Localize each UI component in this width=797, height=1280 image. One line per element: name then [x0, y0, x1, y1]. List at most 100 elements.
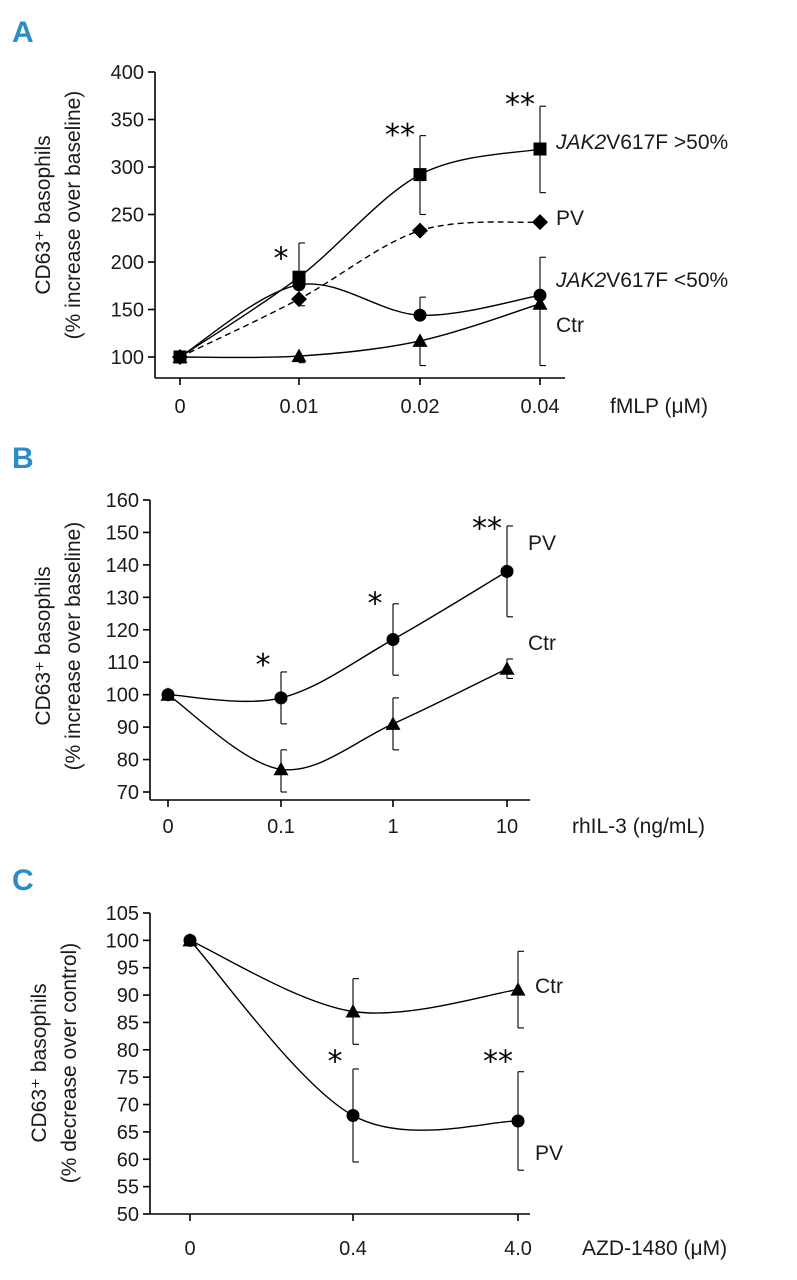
significance-marker: *: [368, 586, 383, 621]
series-line: [179, 148, 541, 358]
x-tick-label: 0: [184, 1238, 195, 1260]
y-tick-label: 70: [117, 1095, 139, 1117]
x-tick-label: 0.4: [339, 1238, 367, 1260]
x-tick-label: 0: [174, 396, 185, 418]
series-label: JAK2V617F <50%: [555, 269, 728, 292]
x-tick-label: 0: [162, 816, 173, 838]
data-point-circle: [511, 1114, 525, 1128]
y-tick-label: 80: [117, 1040, 139, 1062]
y-tick-label: 75: [117, 1067, 139, 1089]
x-axis-label: AZD-1480 (μM): [582, 1237, 727, 1260]
panel-letter: A: [12, 16, 34, 49]
y-tick-label: 50: [117, 1204, 139, 1226]
y-tick-label: 350: [111, 110, 144, 132]
y-tick-label: 90: [117, 717, 139, 739]
series-label: Ctr: [528, 632, 556, 655]
series-ctr: Ctr: [182, 932, 563, 1045]
x-tick-label: 4.0: [504, 1238, 532, 1260]
data-point-circle: [346, 1109, 360, 1122]
y-axis-label-line1: CD63⁺ basophils: [28, 983, 51, 1142]
series-label: JAK2V617F >50%: [555, 131, 728, 154]
x-tick-label: 0.1: [267, 816, 295, 838]
panel-letter: C: [12, 864, 34, 897]
series-jak2v617f-50-: JAK2V617F >50%: [173, 105, 728, 364]
y-tick-label: 100: [111, 347, 144, 369]
series-label: PV: [556, 207, 584, 230]
y-tick-label: 80: [117, 750, 139, 772]
x-tick-label: 10: [496, 816, 518, 838]
series-line: [179, 303, 541, 359]
significance-marker: *: [256, 648, 271, 683]
series-jak2v617f-50-: JAK2V617F <50%: [173, 256, 728, 364]
series-label: Ctr: [535, 975, 563, 998]
significance-marker: *: [274, 242, 289, 277]
y-tick-label: 160: [106, 490, 139, 512]
significance-marker: **: [505, 88, 535, 123]
y-tick-label: 90: [117, 985, 139, 1007]
y-tick-label: 250: [111, 205, 144, 227]
y-tick-label: 150: [111, 300, 144, 322]
y-tick-label: 85: [117, 1012, 139, 1034]
series-pv: PV: [161, 525, 556, 725]
data-point-triangle: [510, 982, 526, 996]
significance-marker: *: [328, 1044, 343, 1079]
y-tick-label: 300: [111, 157, 144, 179]
y-tick-label: 100: [106, 685, 139, 707]
chart-panel-c: C 50 55 60 65 70 75 80 85 90 95 100 105 0 0.4 4.0 AZD-14…: [12, 864, 727, 1260]
y-tick-label: 130: [106, 587, 139, 609]
y-axis-label-line2: (% increase over baseline): [62, 91, 85, 340]
data-point-diamond: [532, 214, 548, 231]
series-label: PV: [535, 1142, 563, 1165]
y-axis-label-line1: CD63⁺ basophils: [32, 135, 55, 294]
x-tick-label: 0.04: [521, 396, 560, 418]
data-point-triangle: [273, 761, 289, 776]
y-tick-label: 200: [111, 252, 144, 274]
y-tick-label: 120: [106, 620, 139, 642]
data-point-circle: [413, 308, 427, 322]
significance-marker: **: [472, 512, 502, 547]
data-point-circle: [274, 691, 288, 705]
data-point-circle: [533, 288, 547, 302]
y-tick-label: 110: [107, 652, 139, 674]
y-tick-label: 105: [106, 903, 139, 925]
series-line: [189, 939, 519, 1131]
data-point-triangle: [532, 296, 548, 310]
data-point-square: [533, 142, 547, 156]
data-point-square: [413, 168, 427, 182]
x-tick-label: 0.01: [280, 396, 319, 418]
series-ctr: Ctr: [160, 632, 556, 793]
panel-letter: B: [12, 442, 34, 475]
series-pv: PV: [183, 933, 563, 1171]
series-ctr: Ctr: [172, 296, 584, 367]
y-tick-label: 55: [117, 1177, 139, 1199]
chart-panel-a: A 100 150 200 250 300 350 400 0 0.01 0.02 0.04 fMLP …: [12, 16, 728, 418]
series-label: Ctr: [556, 314, 584, 337]
y-tick-label: 100: [106, 930, 139, 952]
series-line: [179, 221, 541, 358]
data-point-circle: [386, 633, 400, 646]
series-line: [167, 668, 508, 771]
y-axis-label-line2: (% decrease over control): [58, 943, 81, 1183]
data-point-diamond: [412, 222, 428, 239]
y-axis-label-line1: CD63⁺ basophils: [32, 566, 55, 725]
y-tick-label: 60: [117, 1149, 139, 1171]
x-tick-label: 1: [387, 816, 398, 838]
data-point-triangle: [345, 1004, 361, 1018]
data-point-circle: [500, 564, 514, 578]
data-point-triangle: [291, 348, 307, 363]
y-tick-label: 70: [117, 782, 139, 804]
x-axis-label: fMLP (μM): [610, 395, 708, 418]
series-label: PV: [528, 532, 556, 555]
y-tick-label: 400: [111, 62, 144, 84]
significance-marker: **: [385, 118, 415, 153]
series-line: [179, 283, 541, 358]
data-point-triangle: [412, 333, 428, 347]
data-point-circle: [183, 933, 197, 947]
data-point-triangle: [172, 349, 188, 363]
series-line: [189, 939, 519, 1014]
series-pv: PV: [172, 207, 584, 365]
x-axis-label: rhIL-3 (ng/mL): [572, 815, 705, 838]
data-point-triangle: [385, 716, 401, 730]
y-tick-label: 140: [106, 555, 139, 577]
